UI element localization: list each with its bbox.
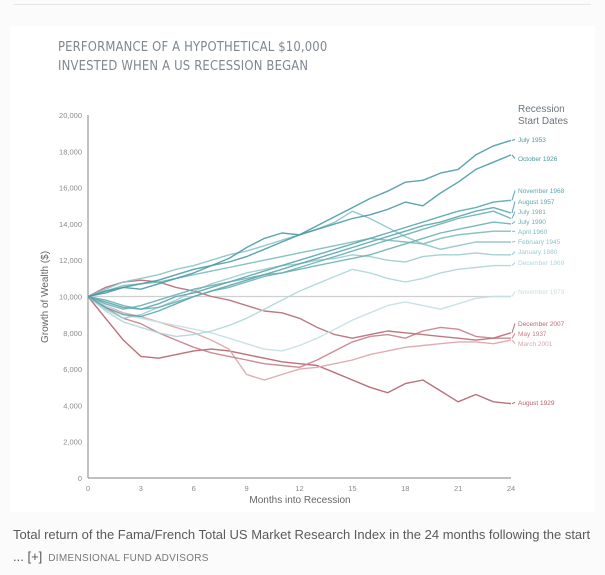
caption-credit: DIMENSIONAL FUND ADVISORS: [48, 553, 209, 564]
series-line-july-1953: [87, 139, 512, 298]
top-divider: [14, 4, 591, 5]
legend-connector: [511, 251, 516, 256]
series-line-july-1990: [87, 221, 512, 310]
legend-label: December 1969: [518, 260, 565, 267]
series-line-october-1926: [87, 154, 512, 298]
legend-connector: [511, 139, 516, 141]
y-tick-label: 12,000: [59, 256, 82, 265]
legend-label: November 1973: [518, 289, 565, 296]
legend-label: August 1957: [518, 199, 555, 206]
caption-text: Total return of the Fama/French Total US…: [13, 527, 591, 564]
series-line-july-1981: [87, 210, 512, 310]
legend-title-line1: Recession: [518, 104, 565, 115]
x-tick-label: 0: [86, 484, 90, 493]
y-tick-label: 6,000: [63, 365, 82, 374]
x-tick-label: 18: [401, 484, 409, 493]
legend-label: April 1960: [518, 229, 548, 236]
legend-label: July 1990: [518, 219, 546, 226]
legend-title: Recession Start Dates: [518, 104, 568, 127]
y-tick-label: 4,000: [63, 401, 82, 410]
x-tick-labels: 0 3 6 9 12 15 18 21 24: [86, 484, 515, 493]
y-tick-label: 16,000: [59, 184, 82, 193]
y-tick-label: 20,000: [59, 111, 82, 120]
y-tick-label: 2,000: [63, 438, 82, 447]
chart-title-line1: PERFORMANCE OF A HYPOTHETICAL $10,000: [58, 39, 328, 55]
caption: Total return of the Fama/French Total US…: [13, 524, 593, 570]
legend-connector: [511, 333, 516, 339]
series-line-april-1960: [87, 230, 511, 298]
legend-connector: [511, 221, 516, 225]
y-axis-label: Growth of Wealth ($): [40, 251, 51, 343]
legend-label: January 1980: [518, 249, 558, 256]
legend-label: August 1929: [518, 400, 555, 407]
chart-title-line2: INVESTED WHEN A US RECESSION BEGAN: [58, 58, 309, 74]
legend-connector: [511, 262, 516, 266]
legend-label: November 1968: [518, 188, 565, 195]
legend-label: February 1945: [518, 239, 561, 246]
x-tick-label: 15: [348, 484, 356, 493]
legend-connector: [511, 291, 516, 297]
y-tick-label: 0: [78, 474, 82, 483]
series-line-december-1969: [87, 264, 511, 338]
x-tick-label: 24: [507, 484, 515, 493]
legend-connector: [511, 201, 516, 214]
y-tick-labels: 0 2,000 4,000 6,000 8,000 10,000 12,000 14,000 1…: [59, 111, 82, 483]
series-line-august-1929: [87, 296, 512, 405]
y-tick-label: 10,000: [59, 293, 82, 302]
legend-connector: [511, 190, 516, 201]
x-tick-label: 3: [139, 484, 143, 493]
legend: July 1953 October 1926 November 1968 August…: [511, 137, 565, 407]
expand-caption-link[interactable]: [+]: [27, 549, 43, 564]
legend-label: July 1953: [518, 137, 546, 144]
series-line-november-1973: [87, 295, 511, 352]
series-line-february-1945: [87, 210, 511, 298]
chart-title: PERFORMANCE OF A HYPOTHETICAL $10,000 IN…: [58, 38, 327, 76]
legend-connector: [511, 211, 516, 219]
legend-title-line2: Start Dates: [518, 116, 568, 127]
x-tick-label: 21: [454, 484, 462, 493]
series-line-august-1957: [87, 206, 512, 318]
legend-label: July 1981: [518, 209, 546, 216]
legend-label: March 2001: [518, 341, 553, 348]
line-chart: 0 2,000 4,000 6,000 8,000 10,000 12,000 14,000 1…: [40, 104, 568, 506]
x-axis-label: Months into Recession: [249, 495, 350, 506]
series-line-november-1968: [87, 199, 512, 310]
series-lines: [87, 139, 512, 405]
legend-label: October 1926: [518, 156, 558, 163]
legend-connector: [511, 339, 516, 344]
y-tick-label: 8,000: [63, 329, 82, 338]
x-tick-label: 6: [192, 484, 196, 493]
x-tick-label: 12: [295, 484, 303, 493]
y-tick-label: 14,000: [59, 220, 82, 229]
legend-connector: [511, 323, 516, 333]
x-tick-label: 9: [245, 484, 249, 493]
legend-connector: [511, 402, 516, 405]
legend-label: December 2007: [518, 321, 565, 328]
y-tick-label: 18,000: [59, 147, 82, 156]
legend-connector: [511, 241, 516, 243]
legend-connector: [511, 154, 516, 159]
legend-label: May 1937: [518, 331, 547, 338]
